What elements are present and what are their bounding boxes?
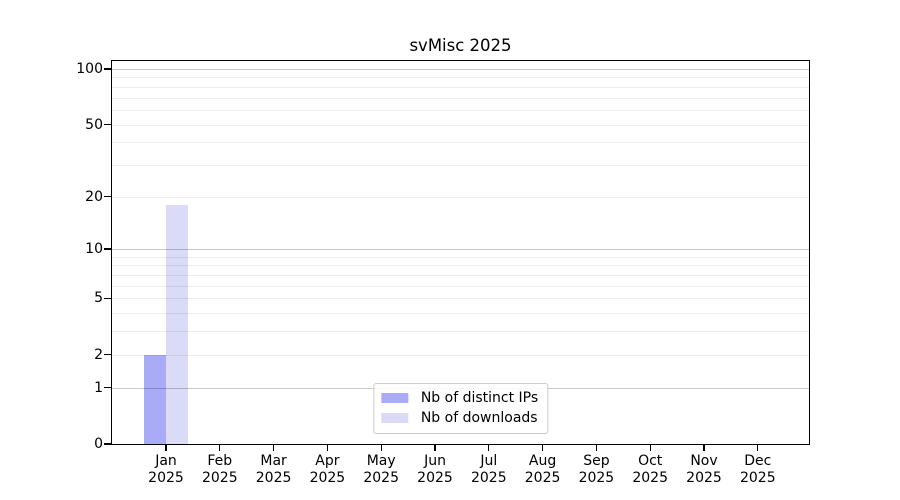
gridline-minor-40 bbox=[111, 142, 810, 144]
y-tick-label-5: 5 bbox=[94, 290, 103, 307]
month-year: 2025 bbox=[524, 469, 561, 486]
gridline-minor-30 bbox=[111, 164, 810, 166]
x-tick-mark-jul bbox=[488, 445, 490, 451]
bar-nb-of-distinct-ips-jan bbox=[144, 354, 166, 445]
month-name: Dec bbox=[744, 453, 772, 469]
month-year: 2025 bbox=[255, 469, 292, 486]
y-tick-label-100: 100 bbox=[76, 60, 103, 77]
legend-swatch bbox=[380, 392, 408, 404]
month-year: 2025 bbox=[148, 469, 184, 486]
month-name: Apr bbox=[315, 453, 340, 469]
month-name: Feb bbox=[207, 453, 233, 469]
y-tick-mark bbox=[104, 354, 111, 356]
y-tick-mark bbox=[104, 443, 111, 445]
gridline-minor-3 bbox=[111, 331, 810, 333]
legend-item: Nb of downloads bbox=[380, 408, 538, 428]
y-tick-mark bbox=[104, 195, 111, 198]
x-tick-label-aug: Aug 2025 bbox=[511, 453, 575, 486]
y-tick-mark bbox=[104, 123, 111, 126]
month-year: 2025 bbox=[363, 469, 399, 486]
x-tick-label-dec: Dec 2025 bbox=[726, 453, 790, 486]
y-tick-mark bbox=[104, 68, 111, 70]
gridline-major-100 bbox=[111, 68, 810, 70]
y-tick-mark bbox=[104, 297, 111, 300]
legend-label: Nb of distinct IPs bbox=[420, 390, 539, 406]
x-tick-label-may: May 2025 bbox=[349, 453, 413, 486]
x-tick-mark-dec bbox=[757, 445, 759, 451]
month-year: 2025 bbox=[309, 469, 346, 486]
gridline-minor-9 bbox=[111, 256, 810, 258]
gridline-minor-8 bbox=[111, 265, 810, 267]
month-year: 2025 bbox=[201, 469, 238, 486]
y-tick-label-2: 2 bbox=[94, 346, 103, 363]
gridline-minor-7 bbox=[111, 275, 810, 277]
x-tick-label-mar: Mar 2025 bbox=[242, 453, 306, 486]
x-tick-mark-jun bbox=[434, 445, 436, 451]
gridline-minor-70 bbox=[111, 97, 810, 99]
gridline-minor-6 bbox=[111, 285, 810, 287]
y-tick-label-10: 10 bbox=[85, 241, 103, 258]
month-name: Nov bbox=[690, 453, 718, 469]
x-tick-label-jul: Jul 2025 bbox=[457, 453, 521, 486]
x-tick-label-apr: Apr 2025 bbox=[295, 453, 359, 486]
bar-nb-of-downloads-jan bbox=[166, 204, 188, 445]
month-name: May bbox=[366, 453, 396, 469]
y-tick-label-20: 20 bbox=[85, 188, 103, 205]
x-tick-label-jan: Jan 2025 bbox=[134, 453, 198, 486]
x-tick-mark-aug bbox=[541, 445, 544, 451]
month-name: Jan bbox=[155, 453, 177, 469]
x-tick-mark-jan bbox=[165, 445, 167, 451]
gridline-minor-60 bbox=[111, 109, 810, 111]
gridline-major-10 bbox=[111, 249, 810, 251]
x-tick-mark-nov bbox=[703, 445, 705, 451]
month-name: Oct bbox=[638, 453, 663, 469]
x-tick-mark-mar bbox=[272, 445, 275, 451]
gridline-minor-90 bbox=[111, 77, 810, 79]
y-tick-label-1: 1 bbox=[94, 379, 103, 396]
month-year: 2025 bbox=[686, 469, 722, 486]
x-tick-mark-apr bbox=[326, 445, 329, 451]
y-tick-mark bbox=[104, 386, 111, 389]
gridline-minor-4 bbox=[111, 313, 810, 315]
plot-area: Nb of distinct IPs Nb of downloads bbox=[111, 60, 810, 445]
x-tick-label-nov: Nov 2025 bbox=[672, 453, 736, 486]
gridline-minor-50 bbox=[111, 124, 810, 126]
month-name: Jul bbox=[480, 453, 498, 469]
month-year: 2025 bbox=[739, 469, 776, 486]
month-name: Mar bbox=[260, 453, 287, 469]
month-name: Sep bbox=[583, 453, 610, 469]
y-tick-label-50: 50 bbox=[85, 116, 103, 133]
x-tick-label-feb: Feb 2025 bbox=[188, 453, 252, 486]
month-year: 2025 bbox=[632, 469, 668, 486]
month-name: Jun bbox=[424, 453, 446, 469]
x-tick-label-jun: Jun 2025 bbox=[403, 453, 467, 486]
x-tick-label-oct: Oct 2025 bbox=[618, 453, 682, 486]
x-tick-mark-oct bbox=[649, 445, 651, 451]
legend-item: Nb of distinct IPs bbox=[380, 388, 539, 408]
legend-swatch bbox=[380, 412, 408, 424]
legend: Nb of distinct IPs Nb of downloads bbox=[372, 383, 549, 434]
x-tick-mark-may bbox=[380, 445, 382, 451]
x-tick-label-sep: Sep 2025 bbox=[564, 453, 628, 486]
legend-label: Nb of downloads bbox=[420, 410, 538, 426]
gridline-minor-2 bbox=[111, 354, 810, 356]
gridline-minor-20 bbox=[111, 196, 810, 198]
y-tick-label-0: 0 bbox=[94, 436, 103, 452]
x-tick-mark-feb bbox=[219, 445, 221, 451]
gridline-minor-80 bbox=[111, 86, 810, 88]
gridline-minor-5 bbox=[111, 298, 810, 300]
month-name: Aug bbox=[528, 453, 557, 469]
month-year: 2025 bbox=[417, 469, 453, 486]
month-year: 2025 bbox=[578, 469, 615, 486]
month-year: 2025 bbox=[470, 469, 507, 486]
chart-title: svMisc 2025 bbox=[409, 36, 512, 55]
y-tick-mark bbox=[104, 248, 111, 250]
x-tick-mark-sep bbox=[595, 445, 598, 451]
